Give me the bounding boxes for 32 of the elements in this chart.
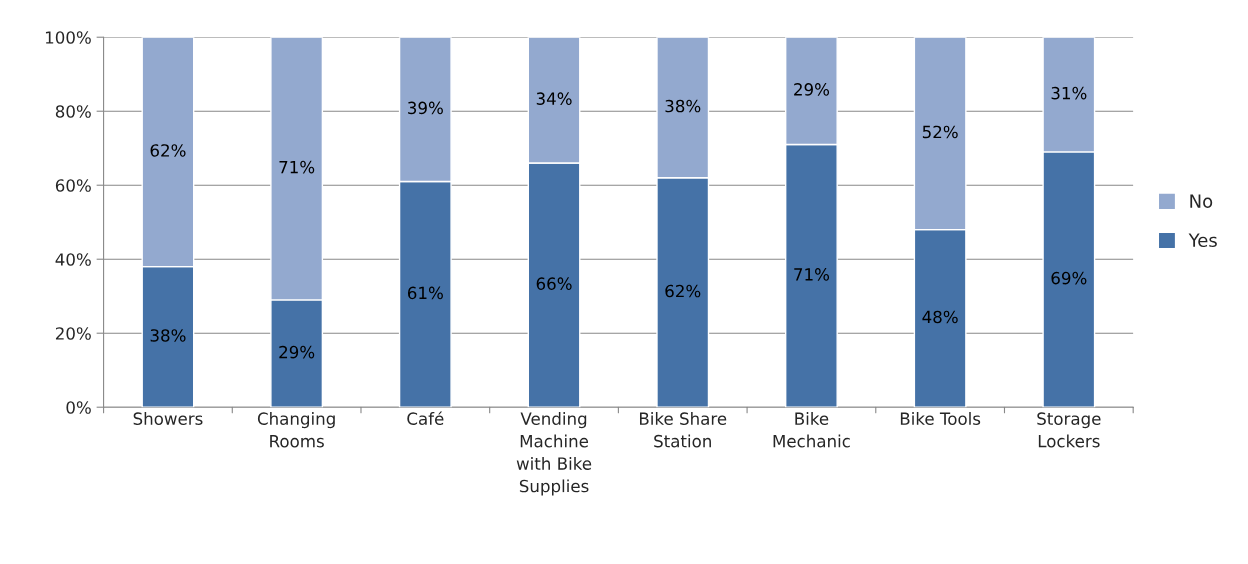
x-tick-label: Changing Rooms [257,412,335,448]
y-tick-label: 20% [55,327,91,340]
text: 66% [536,277,572,290]
y-tick-label: 100% [45,31,91,44]
x-tick-label: Storage Lockers [1037,412,1101,448]
x-tick-label: Vending Machine with Bike Supplies [516,412,592,496]
text: 71% [794,268,830,281]
text: 38% [150,329,186,342]
y-tick-label: 80% [55,105,91,118]
legend-label: Yes [1188,233,1217,248]
text: 52% [922,125,958,139]
text: 34% [536,92,572,105]
x-tick-label: Showers [133,412,203,425]
text: 39% [408,101,443,115]
text: 48% [922,310,958,324]
x-tick-label: Café [407,411,444,425]
text: 38% [665,99,701,113]
text: 61% [407,286,443,300]
legend-label: No [1190,194,1213,208]
text: 71% [279,160,315,174]
text: 62% [665,284,701,298]
text: 69% [1051,271,1087,285]
text: 31% [1051,86,1087,100]
text: 62% [150,144,186,157]
y-tick-label: 0% [66,401,91,414]
text: 29% [279,345,315,359]
x-tick-label: Bike Mechanic [773,412,850,448]
x-tick-label: Bike Tools [900,412,981,425]
x-tick-label: Bike Share Station [639,412,727,448]
text: 29% [794,83,830,96]
y-tick-label: 40% [55,253,91,266]
y-tick-label: 60% [55,179,91,192]
